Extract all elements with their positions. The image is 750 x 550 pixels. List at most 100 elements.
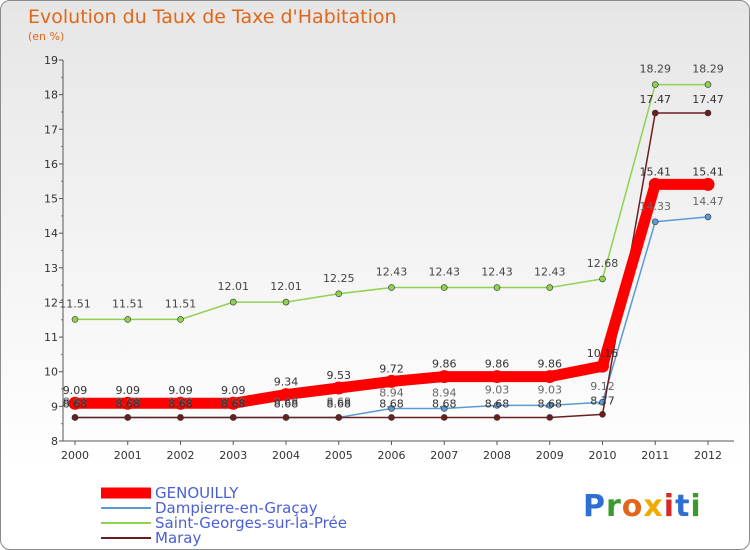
logo-letter: P xyxy=(583,489,606,524)
x-tick-label: 2002 xyxy=(167,449,195,462)
data-label: 8.68 xyxy=(63,395,88,408)
y-tick-label: 8 xyxy=(51,435,58,448)
logo-letter: t xyxy=(675,489,691,524)
data-label: 18.29 xyxy=(640,63,672,76)
y-tick-label: 15 xyxy=(44,193,58,206)
data-label: 12.43 xyxy=(481,266,513,279)
data-label: 9.09 xyxy=(221,384,246,397)
data-label: 12.43 xyxy=(376,266,408,279)
data-point xyxy=(651,81,659,88)
data-label: 8.94 xyxy=(379,386,404,399)
data-label: 9.53 xyxy=(327,369,352,382)
x-tick-label: 2005 xyxy=(325,449,353,462)
y-tick-label: 18 xyxy=(44,89,58,102)
data-label: 8.68 xyxy=(327,395,352,408)
data-label: 9.86 xyxy=(485,358,510,371)
data-label: 9.09 xyxy=(63,384,88,397)
data-point xyxy=(68,396,82,410)
data-label: 9.34 xyxy=(274,376,299,389)
data-point xyxy=(546,414,554,421)
data-label: 8.68 xyxy=(221,395,246,408)
data-point xyxy=(226,396,240,410)
data-point xyxy=(546,402,554,409)
data-point xyxy=(177,316,184,323)
x-tick-label: 2004 xyxy=(272,449,300,462)
y-tick-label: 12 xyxy=(44,296,58,309)
data-label: 8.68 xyxy=(116,395,141,408)
data-label: 10.16 xyxy=(587,347,619,360)
data-point xyxy=(174,396,187,410)
data-point xyxy=(546,284,554,291)
data-label: 17.47 xyxy=(692,93,724,106)
data-label: 8.68 xyxy=(538,397,563,410)
data-point xyxy=(704,213,712,221)
x-tick-label: 2006 xyxy=(378,449,406,462)
data-label: 9.03 xyxy=(485,383,510,396)
y-tick-label: 9 xyxy=(51,400,58,413)
data-label: 12.01 xyxy=(270,280,302,293)
data-point xyxy=(651,218,659,226)
x-tick-label: 2009 xyxy=(536,449,564,462)
data-point xyxy=(279,388,293,402)
data-point xyxy=(385,374,398,388)
data-point xyxy=(335,414,343,421)
data-point xyxy=(440,284,448,291)
logo-letter: r xyxy=(606,489,622,524)
logo-letter: i xyxy=(690,489,702,524)
data-label: 9.12 xyxy=(590,380,615,393)
data-point xyxy=(440,414,448,421)
data-point xyxy=(335,290,343,298)
data-label: 8.68 xyxy=(327,397,352,410)
y-tick-label: 13 xyxy=(44,262,58,275)
legend-label: Dampierre-en-Graçay xyxy=(155,499,318,517)
data-label: 9.09 xyxy=(116,384,141,397)
data-point xyxy=(124,414,132,421)
data-label: 8.68 xyxy=(168,397,193,410)
data-point xyxy=(388,414,395,421)
data-point xyxy=(493,414,501,421)
y-tick-label: 17 xyxy=(44,123,58,136)
data-label: 18.29 xyxy=(692,63,724,76)
data-label: 9.09 xyxy=(168,384,193,397)
data-label: 8.68 xyxy=(274,397,299,410)
data-point xyxy=(282,414,290,421)
data-label: 15.41 xyxy=(692,165,724,178)
y-tick-label: 19 xyxy=(44,54,58,67)
data-label: 12.43 xyxy=(534,266,566,279)
chart-title: Evolution du Taux de Taxe d'Habitation xyxy=(28,6,397,28)
data-label: 14.33 xyxy=(640,200,672,213)
data-label: 8.68 xyxy=(379,397,404,410)
data-point xyxy=(332,381,346,395)
data-point xyxy=(388,405,395,412)
data-label: 14.47 xyxy=(692,195,724,208)
chart-subtitle: (en %) xyxy=(28,30,65,43)
axes: 8 9 10 11 12 13 14 15 16 17 18 19 2000 2001 2002 2003 20… xyxy=(44,54,734,462)
data-point xyxy=(282,298,290,306)
data-point xyxy=(648,177,662,191)
data-label: 8.68 xyxy=(274,395,299,408)
data-point xyxy=(490,370,504,384)
legend: GENOUILLYDampierre-en-GraçaySaint-George… xyxy=(101,484,347,547)
data-label: 8.68 xyxy=(221,397,246,410)
proxiti-logo: Proxiti xyxy=(583,489,702,524)
data-label: 9.72 xyxy=(379,362,404,375)
legend-label: GENOUILLY xyxy=(155,484,239,502)
x-tick-label: 2008 xyxy=(483,449,511,462)
data-point xyxy=(596,359,609,373)
series-lines xyxy=(68,81,715,421)
y-tick-label: 10 xyxy=(44,366,58,379)
data-label: 8.68 xyxy=(485,397,510,410)
data-point xyxy=(543,370,557,384)
data-point xyxy=(388,284,395,291)
data-point xyxy=(440,405,448,412)
data-point xyxy=(599,411,606,418)
logo-letter: i xyxy=(663,489,676,524)
data-label: 8.94 xyxy=(432,386,457,399)
x-tick-label: 2010 xyxy=(589,449,617,462)
data-point xyxy=(229,414,237,421)
data-point xyxy=(599,275,606,283)
data-point xyxy=(177,414,184,421)
x-tick-label: 2011 xyxy=(641,449,669,462)
legend-label: Saint-Georges-sur-la-Prée xyxy=(155,514,347,532)
